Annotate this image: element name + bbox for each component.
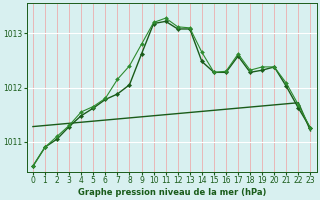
X-axis label: Graphe pression niveau de la mer (hPa): Graphe pression niveau de la mer (hPa) bbox=[77, 188, 266, 197]
